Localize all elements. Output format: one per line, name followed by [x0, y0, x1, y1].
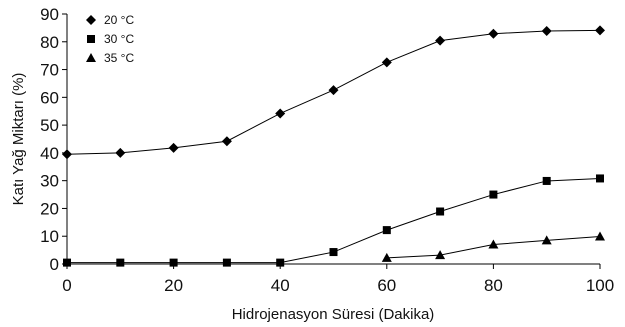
- data-point-diamond: [488, 28, 499, 39]
- data-point-square: [382, 226, 391, 235]
- axes: [62, 13, 601, 269]
- data-point-diamond: [595, 25, 605, 36]
- data-point-triangle: [541, 235, 552, 245]
- data-point-diamond: [435, 35, 446, 46]
- data-point-square: [116, 258, 125, 267]
- y-tick-label: 60: [40, 88, 59, 107]
- x-tick-label: 100: [586, 276, 614, 295]
- data-point-triangle: [595, 231, 605, 241]
- data-point-diamond: [115, 147, 126, 158]
- legend-label-square: 30 °C: [104, 32, 134, 46]
- x-tick-label: 40: [271, 276, 290, 295]
- legend-label-triangle: 35 °C: [104, 51, 134, 65]
- data-point-diamond: [275, 108, 286, 119]
- data-point-triangle: [435, 250, 446, 260]
- data-point-diamond: [62, 149, 72, 160]
- data-point-diamond: [328, 85, 339, 96]
- y-tick-label: 50: [40, 116, 59, 135]
- y-tick-label: 40: [40, 144, 59, 163]
- data-point-diamond: [381, 57, 392, 68]
- legend-marker-diamond: [86, 15, 96, 25]
- y-axis-label: Katı Yağ Miktarı (%): [10, 73, 27, 206]
- data-point-square: [596, 174, 604, 183]
- series-lines: [66, 29, 601, 264]
- y-tick-label: 0: [50, 255, 59, 274]
- x-tick-label: 80: [484, 276, 503, 295]
- data-point-square: [63, 258, 71, 267]
- data-point-square: [222, 258, 231, 267]
- data-point-square: [329, 248, 338, 257]
- data-point-diamond: [168, 142, 179, 153]
- y-tick-label: 30: [40, 172, 59, 191]
- legend-marker-triangle: [86, 53, 96, 62]
- legend: 20 °C 30 °C 35 °C: [86, 13, 134, 65]
- y-tick-label: 90: [40, 5, 59, 24]
- tick-labels: 0 10 20 30 40 50 60 70 80 90 0 20 40 60 80 100: [40, 5, 614, 295]
- data-point-triangle: [381, 252, 392, 262]
- y-tick-label: 10: [40, 227, 59, 246]
- x-tick-label: 0: [62, 276, 71, 295]
- data-point-square: [436, 207, 445, 216]
- y-tick-label: 70: [40, 61, 59, 80]
- x-tick-label: 20: [164, 276, 183, 295]
- data-point-diamond: [221, 136, 232, 147]
- data-point-triangle: [488, 239, 499, 249]
- data-point-square: [542, 176, 551, 185]
- x-tick-label: 60: [377, 276, 396, 295]
- data-point-diamond: [541, 25, 552, 36]
- legend-label-diamond: 20 °C: [104, 13, 134, 27]
- data-points: [62, 25, 605, 267]
- x-axis-label: Hidrojenasyon Süresi (Dakika): [232, 306, 435, 323]
- data-point-square: [489, 190, 498, 199]
- data-point-square: [169, 258, 178, 267]
- y-tick-label: 20: [40, 199, 59, 218]
- y-tick-label: 80: [40, 33, 59, 52]
- legend-marker-square: [87, 35, 95, 43]
- data-point-square: [276, 258, 285, 267]
